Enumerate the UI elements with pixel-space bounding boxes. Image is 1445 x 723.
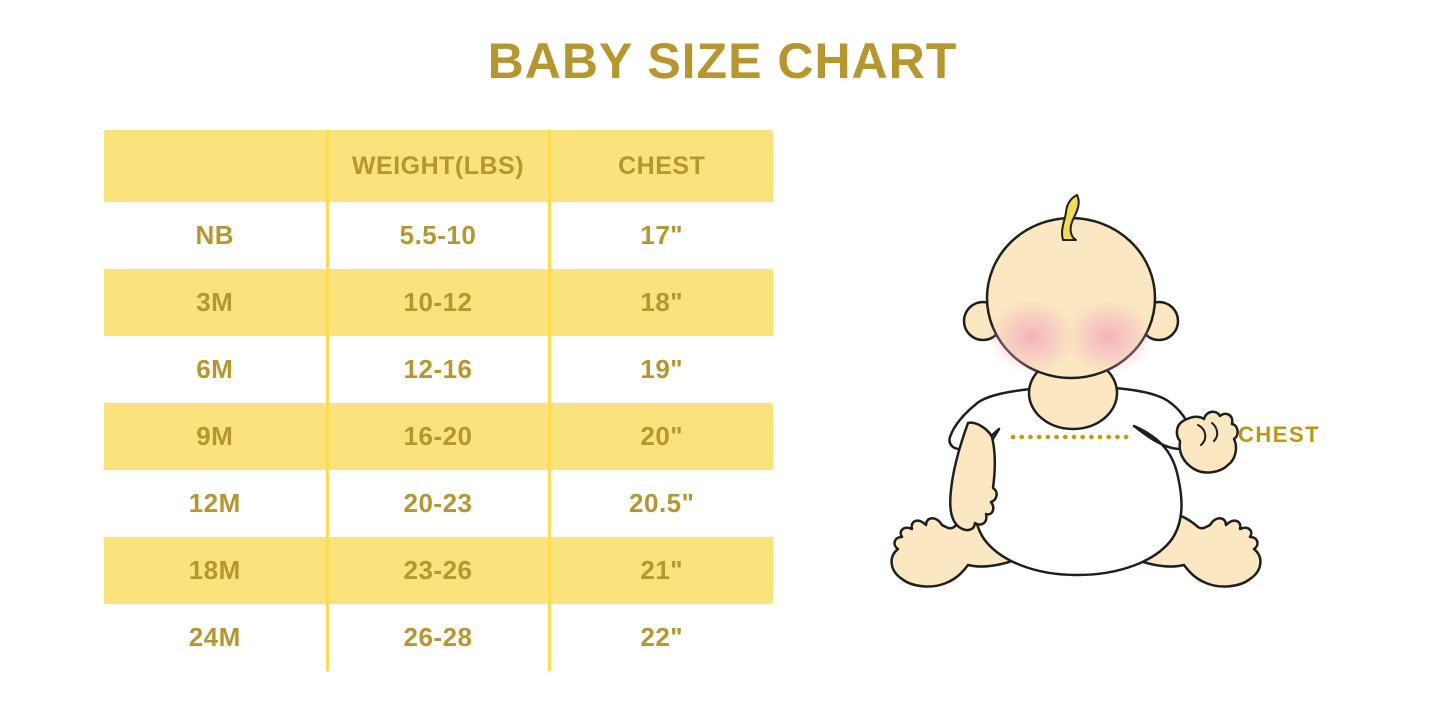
cell-weight: 16-20 bbox=[325, 403, 551, 470]
cell-chest: 22" bbox=[640, 622, 684, 652]
baby-left-cheek-blush bbox=[989, 300, 1075, 374]
baby-torso bbox=[948, 386, 1195, 577]
header-chest: CHEST bbox=[618, 151, 706, 180]
baby-fist-curl-line bbox=[1197, 424, 1207, 446]
cell-chest: 20.5" bbox=[629, 488, 695, 518]
baby-fist-curl-line bbox=[1211, 422, 1219, 442]
table-row: NB 5.5-10 17" bbox=[104, 202, 773, 269]
cell-chest: 21" bbox=[640, 555, 684, 585]
chest-measure-label: CHEST bbox=[1238, 422, 1321, 447]
baby-illustration bbox=[880, 185, 1272, 615]
cell-size: 12M bbox=[188, 488, 241, 518]
table-row: 24M 26-28 22" bbox=[104, 604, 773, 671]
table-row: 18M 23-26 21" bbox=[104, 537, 773, 604]
table-header-row: WEIGHT(LBS) CHEST bbox=[104, 130, 773, 202]
cell-size: 9M bbox=[196, 421, 234, 451]
cell-weight: 26-28 bbox=[325, 604, 551, 671]
sitting-baby-icon bbox=[890, 194, 1262, 588]
size-table-container: WEIGHT(LBS) CHEST NB 5.5-10 17" 3M 10-12… bbox=[104, 130, 773, 671]
baby-hair-tuft bbox=[1061, 194, 1080, 241]
table-row: 3M 10-12 18" bbox=[104, 269, 773, 336]
cell-weight: 10-12 bbox=[325, 269, 551, 336]
page-title: BABY SIZE CHART bbox=[487, 33, 958, 89]
cell-size: NB bbox=[195, 220, 235, 250]
cell-chest: 18" bbox=[640, 287, 684, 317]
cell-size: 6M bbox=[196, 354, 234, 384]
baby-right-cheek-blush bbox=[1066, 300, 1152, 374]
baby-left-arm bbox=[949, 421, 998, 532]
header-size bbox=[104, 130, 327, 202]
cell-chest: 17" bbox=[640, 220, 684, 250]
cell-size: 24M bbox=[188, 622, 241, 652]
size-table: WEIGHT(LBS) CHEST NB 5.5-10 17" 3M 10-12… bbox=[104, 130, 773, 671]
header-weight: WEIGHT(LBS) bbox=[325, 130, 551, 202]
cell-weight: 20-23 bbox=[325, 470, 551, 537]
table-row: 6M 12-16 19" bbox=[104, 336, 773, 403]
table-row: 9M 16-20 20" bbox=[104, 403, 773, 470]
cell-weight: 23-26 bbox=[325, 537, 551, 604]
cell-weight: 5.5-10 bbox=[325, 202, 551, 269]
baby-right-fist bbox=[1175, 410, 1239, 474]
cell-size: 18M bbox=[188, 555, 241, 585]
cell-size: 3M bbox=[196, 287, 234, 317]
table-row: 12M 20-23 20.5" bbox=[104, 470, 773, 537]
cell-chest: 20" bbox=[640, 421, 684, 451]
cell-chest: 19" bbox=[640, 354, 684, 384]
cell-weight: 12-16 bbox=[325, 336, 551, 403]
